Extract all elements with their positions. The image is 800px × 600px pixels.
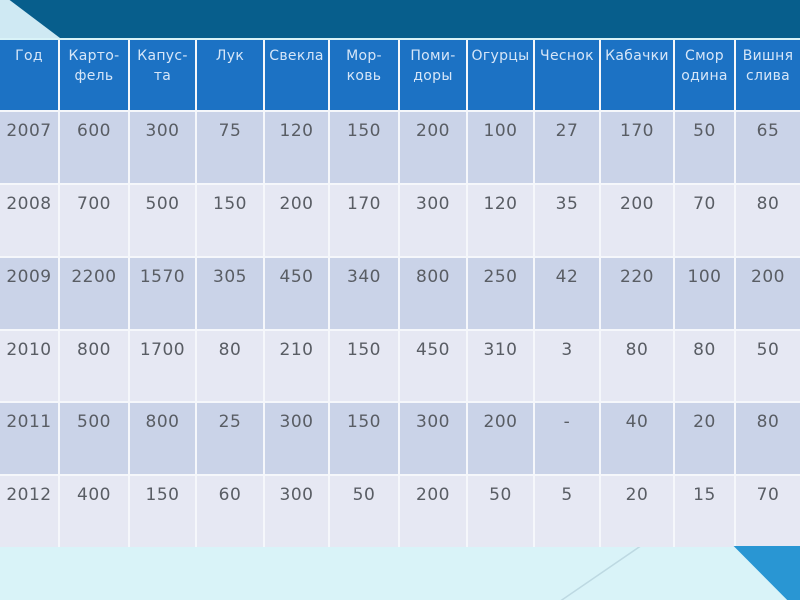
value-cell: 300 <box>400 184 466 256</box>
value-cell: 210 <box>265 330 328 402</box>
value-cell: 250 <box>468 257 533 329</box>
value-cell: 600 <box>60 112 128 183</box>
harvest-data-table: Год Карто- фель Капус- та Лук Свекла Мор- ков… <box>0 40 800 547</box>
value-cell: 500 <box>60 403 128 475</box>
value-cell: 65 <box>736 112 800 183</box>
value-cell: 300 <box>265 403 328 475</box>
value-cell: 100 <box>468 112 533 183</box>
value-cell: 700 <box>60 184 128 256</box>
value-cell: 310 <box>468 330 533 402</box>
value-cell: 150 <box>330 403 398 475</box>
value-cell: 450 <box>400 330 466 402</box>
value-cell: 120 <box>265 112 328 183</box>
value-cell: 305 <box>197 257 263 329</box>
value-cell: 170 <box>601 112 673 183</box>
value-cell: 42 <box>535 257 599 329</box>
value-cell: 150 <box>130 476 195 547</box>
value-cell: 80 <box>736 403 800 475</box>
value-cell: 40 <box>601 403 673 475</box>
value-cell: 150 <box>330 112 398 183</box>
value-cell: 100 <box>675 257 734 329</box>
value-cell: 75 <box>197 112 263 183</box>
value-cell: 450 <box>265 257 328 329</box>
value-cell: 35 <box>535 184 599 256</box>
value-cell: 20 <box>675 403 734 475</box>
value-cell: 2200 <box>60 257 128 329</box>
value-cell: 300 <box>265 476 328 547</box>
value-cell: - <box>535 403 599 475</box>
column-header: Огурцы <box>468 40 533 110</box>
column-header: Смор одина <box>675 40 734 110</box>
value-cell: 3 <box>535 330 599 402</box>
value-cell: 50 <box>330 476 398 547</box>
value-cell: 25 <box>197 403 263 475</box>
column-header: Год <box>0 40 58 110</box>
value-cell: 800 <box>400 257 466 329</box>
value-cell: 120 <box>468 184 533 256</box>
value-cell: 50 <box>468 476 533 547</box>
value-cell: 1570 <box>130 257 195 329</box>
value-cell: 20 <box>601 476 673 547</box>
year-cell: 2008 <box>0 184 58 256</box>
value-cell: 200 <box>468 403 533 475</box>
year-cell: 2010 <box>0 330 58 402</box>
value-cell: 80 <box>675 330 734 402</box>
value-cell: 70 <box>675 184 734 256</box>
value-cell: 150 <box>330 330 398 402</box>
value-cell: 150 <box>197 184 263 256</box>
value-cell: 400 <box>60 476 128 547</box>
value-cell: 300 <box>130 112 195 183</box>
value-cell: 200 <box>601 184 673 256</box>
column-header: Чеснок <box>535 40 599 110</box>
column-header: Поми- доры <box>400 40 466 110</box>
column-header: Вишня слива <box>736 40 800 110</box>
value-cell: 27 <box>535 112 599 183</box>
value-cell: 70 <box>736 476 800 547</box>
value-cell: 15 <box>675 476 734 547</box>
value-cell: 220 <box>601 257 673 329</box>
top-accent-band <box>0 0 800 38</box>
value-cell: 50 <box>736 330 800 402</box>
column-header: Мор- ковь <box>330 40 398 110</box>
year-cell: 2011 <box>0 403 58 475</box>
bottom-right-corner-decoration <box>733 546 800 600</box>
column-header: Капус- та <box>130 40 195 110</box>
column-header: Свекла <box>265 40 328 110</box>
year-cell: 2012 <box>0 476 58 547</box>
value-cell: 1700 <box>130 330 195 402</box>
value-cell: 500 <box>130 184 195 256</box>
value-cell: 60 <box>197 476 263 547</box>
value-cell: 80 <box>736 184 800 256</box>
value-cell: 200 <box>265 184 328 256</box>
value-cell: 80 <box>197 330 263 402</box>
value-cell: 170 <box>330 184 398 256</box>
year-cell: 2007 <box>0 112 58 183</box>
value-cell: 800 <box>60 330 128 402</box>
value-cell: 200 <box>400 476 466 547</box>
value-cell: 80 <box>601 330 673 402</box>
value-cell: 200 <box>400 112 466 183</box>
column-header: Лук <box>197 40 263 110</box>
bottom-diagonal-line <box>560 547 641 600</box>
column-header: Карто- фель <box>60 40 128 110</box>
value-cell: 5 <box>535 476 599 547</box>
value-cell: 340 <box>330 257 398 329</box>
value-cell: 50 <box>675 112 734 183</box>
value-cell: 300 <box>400 403 466 475</box>
year-cell: 2009 <box>0 257 58 329</box>
value-cell: 200 <box>736 257 800 329</box>
column-header: Кабачки <box>601 40 673 110</box>
value-cell: 800 <box>130 403 195 475</box>
